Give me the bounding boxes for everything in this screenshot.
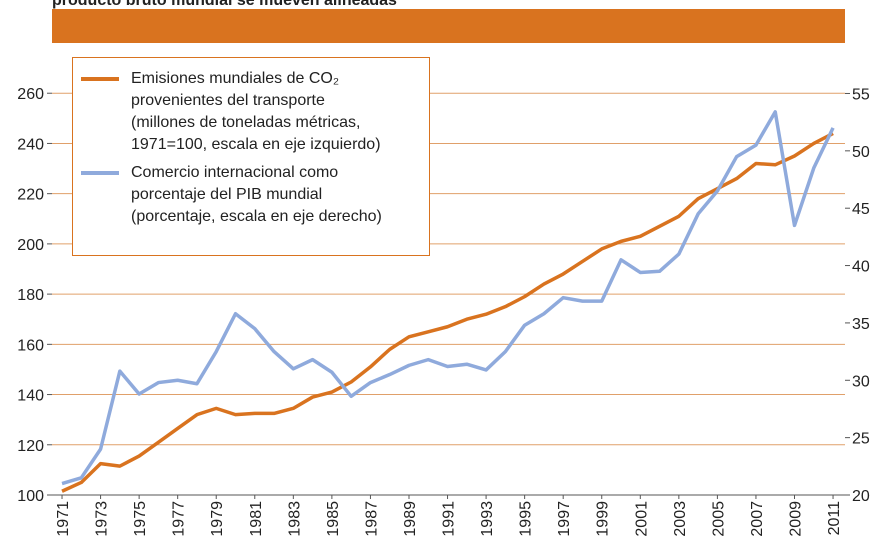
x-tick-label: 2007 xyxy=(749,501,766,537)
chart-title: producto bruto mundial se mueven alinead… xyxy=(52,0,397,9)
x-tick-label: 1991 xyxy=(441,501,458,537)
x-tick-label: 1995 xyxy=(518,501,535,537)
y-tick-label: 120 xyxy=(17,438,44,455)
legend-item: Emisiones mundiales de CO₂ provenientes … xyxy=(81,68,421,156)
x-tick-label: 1989 xyxy=(402,501,419,537)
legend-label: Emisiones mundiales de CO₂ provenientes … xyxy=(131,70,381,153)
y-tick-label: 220 xyxy=(17,187,44,204)
legend: Emisiones mundiales de CO₂ provenientes … xyxy=(72,57,430,256)
legend-swatch xyxy=(81,77,119,81)
series-line xyxy=(61,131,834,493)
y2-tick-label: 35 xyxy=(852,316,870,333)
x-tick-label: 1977 xyxy=(171,501,188,537)
x-tick-label: 1999 xyxy=(595,501,612,537)
x-tick-label: 1975 xyxy=(132,501,149,537)
y2-tick-label: 30 xyxy=(852,373,870,390)
y2-tick-label: 40 xyxy=(852,259,870,276)
x-tick-label: 1981 xyxy=(248,501,265,537)
x-tick-label: 2011 xyxy=(826,501,843,536)
y2-tick-label: 20 xyxy=(852,488,870,505)
y-tick-label: 100 xyxy=(17,488,44,505)
y-tick-label: 160 xyxy=(17,337,44,354)
y-tick-label: 140 xyxy=(17,388,44,405)
y2-tick-label: 45 xyxy=(852,201,870,218)
header-band xyxy=(52,9,845,43)
y-tick-label: 260 xyxy=(17,86,44,103)
y2-tick-label: 55 xyxy=(852,86,870,103)
y-tick-label: 180 xyxy=(17,287,44,304)
x-tick-label: 1997 xyxy=(556,501,573,537)
x-tick-label: 1979 xyxy=(209,501,226,537)
x-tick-label: 1971 xyxy=(55,501,72,537)
x-tick-label: 1973 xyxy=(94,501,111,537)
y-tick-label: 240 xyxy=(17,136,44,153)
x-tick-label: 1993 xyxy=(479,501,496,537)
y2-tick-label: 50 xyxy=(852,144,870,161)
x-tick-label: 1987 xyxy=(363,501,380,537)
y2-tick-label: 25 xyxy=(852,431,870,448)
legend-label: Comercio internacional como porcentaje d… xyxy=(131,164,382,225)
x-tick-label: 2005 xyxy=(710,501,727,537)
legend-item: Comercio internacional como porcentaje d… xyxy=(81,162,421,228)
x-tick-label: 2009 xyxy=(787,501,804,537)
x-tick-label: 2001 xyxy=(633,501,650,537)
x-tick-label: 1985 xyxy=(325,501,342,537)
x-tick-label: 1983 xyxy=(286,501,303,537)
legend-swatch xyxy=(81,171,119,175)
series-line xyxy=(61,110,835,486)
y-tick-label: 200 xyxy=(17,237,44,254)
x-tick-label: 2003 xyxy=(672,501,689,537)
